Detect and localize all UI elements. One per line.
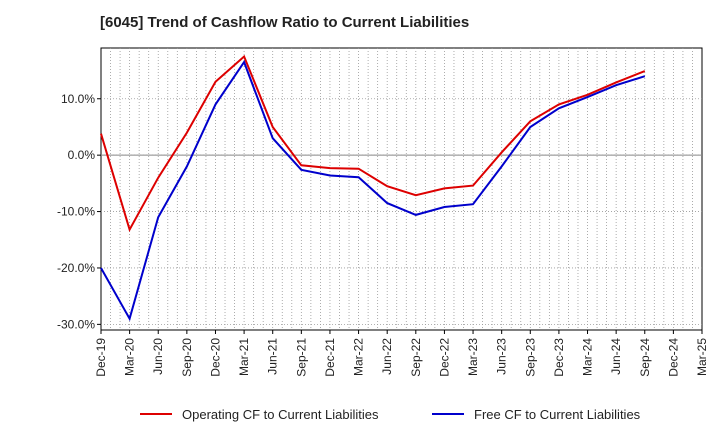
series-line-2 xyxy=(100,59,646,322)
x-tick-label: Dec-19 xyxy=(94,338,108,377)
y-tick-label: 10.0% xyxy=(61,92,95,106)
x-tick-label: Dec-23 xyxy=(552,338,566,377)
plot-border xyxy=(100,47,703,331)
y-axis: 10.0% 0.0% -10.0% -20.0% -30.0% xyxy=(57,92,101,331)
x-tick-label: Mar-22 xyxy=(352,338,366,376)
x-tick-label: Jun-20 xyxy=(151,338,165,375)
x-tick-label: Sep-23 xyxy=(523,338,537,377)
x-tick-label: Dec-20 xyxy=(208,338,222,377)
x-tick-label: Jun-21 xyxy=(266,338,280,375)
grid xyxy=(101,48,702,330)
x-tick-label: Sep-20 xyxy=(180,338,194,377)
y-tick-label: 0.0% xyxy=(68,148,96,162)
x-tick-label: Mar-20 xyxy=(123,338,137,376)
plot-area xyxy=(100,47,703,331)
x-tick-label: Jun-22 xyxy=(380,338,394,375)
x-tick-label: Jun-24 xyxy=(609,338,623,375)
x-tick-label: Sep-21 xyxy=(294,338,308,377)
x-tick-label: Sep-24 xyxy=(638,338,652,377)
x-tick-label: Jun-23 xyxy=(495,338,509,375)
legend-label-1: Operating CF to Current Liabilities xyxy=(182,407,379,422)
x-tick-label: Mar-24 xyxy=(581,338,595,376)
legend: Operating CF to Current Liabilities Free … xyxy=(140,407,641,422)
x-tick-label: Dec-24 xyxy=(666,338,680,377)
legend-label-2: Free CF to Current Liabilities xyxy=(474,407,641,422)
series-lines xyxy=(100,54,646,322)
y-tick-label: -20.0% xyxy=(57,261,95,275)
chart-title: [6045] Trend of Cashflow Ratio to Curren… xyxy=(100,14,470,31)
y-tick-label: -10.0% xyxy=(57,205,95,219)
x-tick-label: Dec-21 xyxy=(323,338,337,377)
x-tick-label: Dec-22 xyxy=(437,338,451,377)
x-tick-label: Mar-25 xyxy=(695,338,709,376)
x-axis: Dec-19 Mar-20 Jun-20 Sep-20 Dec-20 Mar-21 Jun-… xyxy=(94,330,709,377)
x-tick-label: Mar-21 xyxy=(237,338,251,376)
series-line-1 xyxy=(100,54,646,233)
x-tick-label: Mar-23 xyxy=(466,338,480,376)
x-tick-label: Sep-22 xyxy=(409,338,423,377)
y-tick-label: -30.0% xyxy=(57,317,95,331)
